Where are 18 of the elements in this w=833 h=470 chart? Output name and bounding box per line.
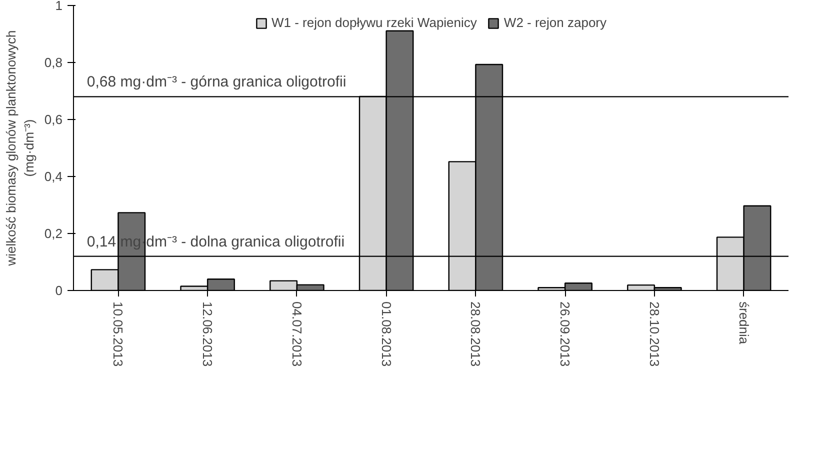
- y-tick-label: 1: [55, 0, 63, 13]
- y-tick-label: 0,2: [44, 226, 63, 241]
- x-tick-label: 04.07.2013: [289, 302, 304, 367]
- y-tick-label: 0: [55, 283, 63, 298]
- x-tick-label: 01.08.2013: [378, 302, 394, 367]
- x-tick-label: średnia: [736, 302, 752, 345]
- y-tick-label: 0,4: [44, 169, 63, 184]
- x-tick-label: 10.05.2013: [110, 302, 126, 367]
- legend-label: W2 - rejon zapory: [504, 15, 607, 30]
- x-tick-label: 26.09.2013: [558, 302, 573, 367]
- y-tick-label: 0,8: [44, 55, 63, 70]
- ref-line-label: 0,68 mg·dm⁻³ - górna granica oligotrofii: [86, 74, 346, 91]
- x-tick-label: 12.06.2013: [200, 302, 216, 367]
- x-tick-label: 28.08.2013: [468, 302, 484, 367]
- y-axis-title: wielkość biomasy glonów planktonowych (mg·dm⁻³): [3, 30, 36, 267]
- y-tick-label: 0,6: [44, 112, 63, 127]
- x-tick-label: 28.10.2013: [646, 302, 662, 367]
- legend-label: W1 - rejon dopływu rzeki Wapienicy: [271, 15, 477, 30]
